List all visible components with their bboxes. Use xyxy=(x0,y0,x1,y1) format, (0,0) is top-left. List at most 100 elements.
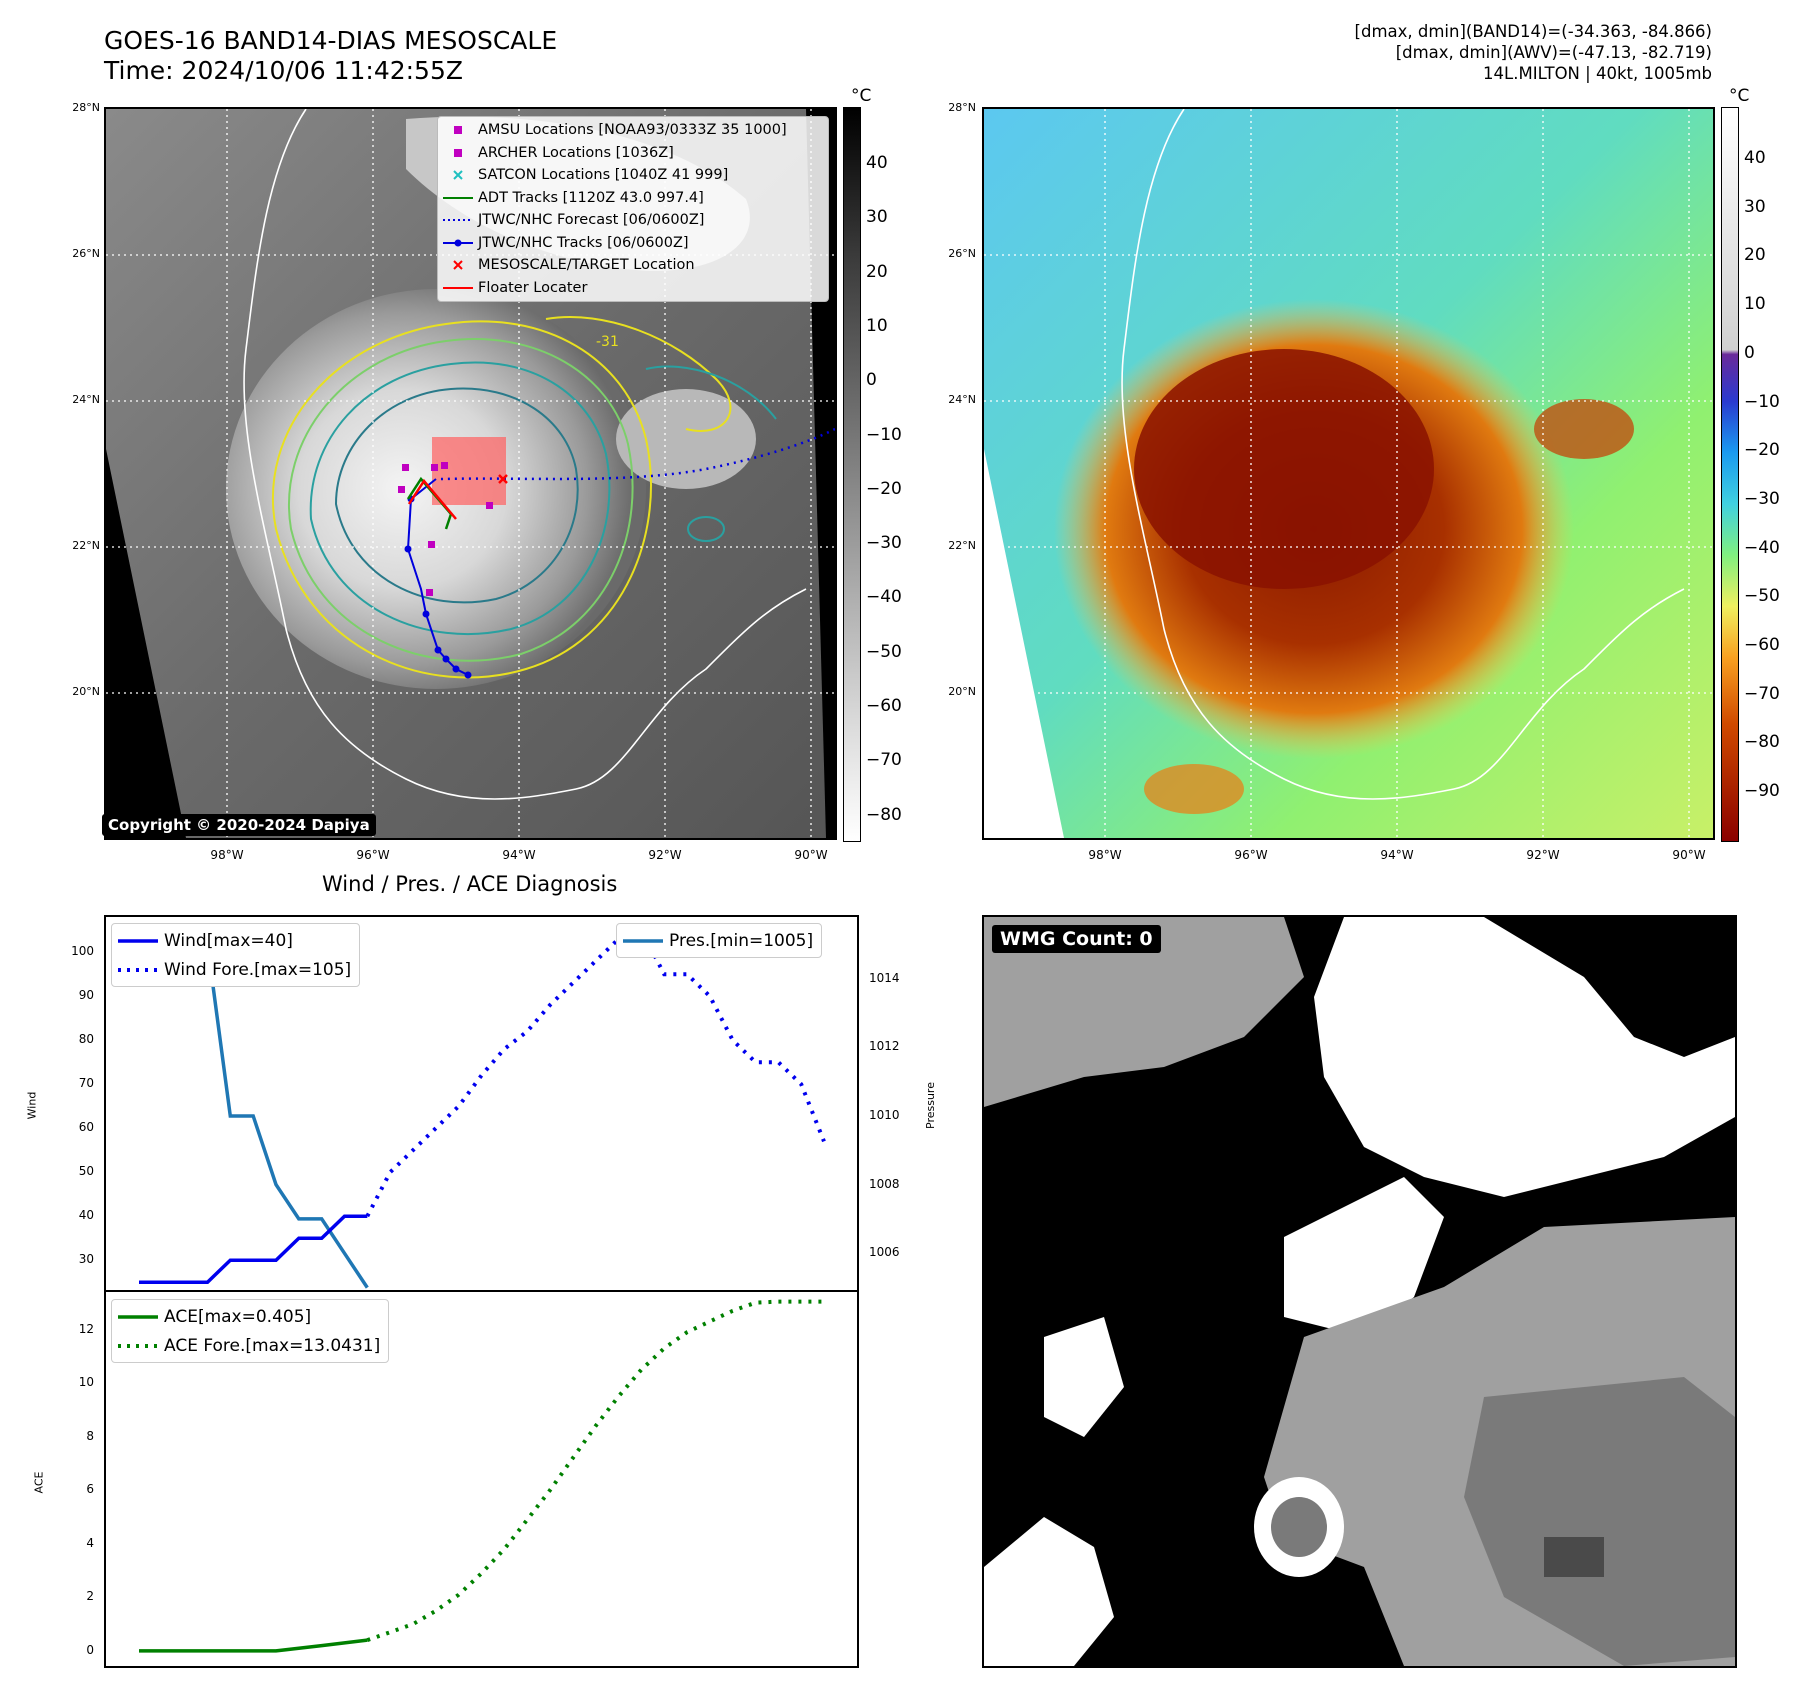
legend-label: ARCHER Locations [1036Z] xyxy=(478,144,674,161)
colorbar-tick-label: −40 xyxy=(1744,537,1780,558)
legend-amsu: AMSU Locations [NOAA93/0333Z 35 1000] xyxy=(438,119,828,142)
wind-dotted-icon xyxy=(112,967,164,973)
axis-tick-label: 10 xyxy=(78,1375,94,1390)
colorbar-tick-label: 30 xyxy=(866,207,888,228)
copyright-badge: Copyright © 2020-2024 Dapiya xyxy=(102,814,376,836)
lon-label: 92°W xyxy=(648,848,682,862)
band14-range: [dmax, dmin](BAND14)=(-34.363, -84.866) xyxy=(1354,22,1712,41)
lon-label: 96°W xyxy=(356,848,390,862)
wmg-ring-center xyxy=(1271,1497,1327,1557)
legend-tracks: JTWC/NHC Tracks [06/0600Z] xyxy=(438,232,828,255)
axis-tick-label: 60 xyxy=(78,1120,94,1135)
ace-line-icon xyxy=(112,1314,164,1320)
ir-colorbar-unit: °C xyxy=(851,86,872,106)
track-line-dot-icon xyxy=(438,239,478,247)
wv-south-blob xyxy=(1144,764,1244,814)
wv-east-blob xyxy=(1534,399,1634,459)
contour-arc-teal xyxy=(645,365,777,420)
axis-tick-label: 2 xyxy=(86,1589,94,1604)
ace-forecast-series xyxy=(366,1299,824,1642)
lon-label: 90°W xyxy=(794,848,828,862)
chart-title: GOES-16 BAND14-DIAS MESOSCALE xyxy=(104,26,558,55)
lon-label: 98°W xyxy=(210,848,244,862)
wmg-white-w xyxy=(1044,1317,1124,1437)
axis-tick-label: 1010 xyxy=(869,1108,900,1122)
wv-core xyxy=(1134,349,1434,589)
axis-tick-label: 40 xyxy=(78,1208,94,1223)
colorbar-tick-label: −50 xyxy=(1744,586,1780,607)
colorbar-tick-label: 0 xyxy=(866,370,877,391)
legend-label: JTWC/NHC Forecast [06/0600Z] xyxy=(478,212,705,229)
target-x-icon xyxy=(438,260,478,270)
satcon-icon xyxy=(438,170,478,180)
chart-time: Time: 2024/10/06 11:42:55Z xyxy=(104,56,463,85)
legend-label: Pres.[min=1005] xyxy=(669,930,814,951)
wv-map-panel xyxy=(982,107,1715,840)
wmg-white-mid xyxy=(1284,1177,1444,1337)
legend-floater: Floater Locater xyxy=(438,277,828,300)
legend-label: ACE[max=0.405] xyxy=(164,1306,312,1327)
lon-label: 92°W xyxy=(1526,848,1560,862)
lat-label: 26°N xyxy=(72,247,100,260)
axis-tick-label: 70 xyxy=(78,1076,94,1091)
lat-label: 26°N xyxy=(948,247,976,260)
legend-forecast: JTWC/NHC Forecast [06/0600Z] xyxy=(438,209,828,232)
contour-label: -31 xyxy=(596,334,619,350)
forecast-track xyxy=(440,427,835,481)
colorbar-tick-label: −20 xyxy=(866,478,902,499)
no-data-region xyxy=(106,449,186,838)
wv-colorbar xyxy=(1721,107,1739,842)
wind-series xyxy=(139,1214,368,1284)
colorbar-tick-label: 0 xyxy=(1744,342,1755,363)
legend-wind: Wind[max=40] xyxy=(112,926,359,955)
ace-series xyxy=(139,1638,368,1653)
lat-label: 28°N xyxy=(72,101,100,114)
legend-adt: ADT Tracks [1120Z 43.0 997.4] xyxy=(438,187,828,210)
colorbar-tick-label: −60 xyxy=(866,696,902,716)
coastline-ir xyxy=(243,109,807,800)
axis-tick-label: 12 xyxy=(78,1321,94,1336)
forecast-dotted-icon xyxy=(438,217,478,223)
wind-axis-label: Wind xyxy=(25,1091,39,1120)
contour-blob xyxy=(687,516,725,542)
axis-tick-label: 6 xyxy=(86,1482,94,1497)
axis-tick-label: 90 xyxy=(78,988,94,1003)
legend-pressure: Pres.[min=1005] xyxy=(617,926,821,955)
axis-tick-label: 1008 xyxy=(869,1176,900,1191)
diagnosis-title: Wind / Pres. / ACE Diagnosis xyxy=(322,872,618,896)
legend-label: MESOSCALE/TARGET Location xyxy=(478,257,695,274)
colorbar-tick-label: −10 xyxy=(866,424,902,445)
legend-satcon: SATCON Locations [1040Z 41 999] xyxy=(438,164,828,187)
axis-tick-label: 1014 xyxy=(869,970,900,985)
legend-label: ADT Tracks [1120Z 43.0 997.4] xyxy=(478,189,704,206)
axis-tick-label: 30 xyxy=(78,1252,94,1267)
contour-teal xyxy=(309,361,611,636)
axis-tick-label: 4 xyxy=(86,1535,94,1550)
colorbar-tick-label: −20 xyxy=(1744,440,1780,461)
colorbar-tick-label: 20 xyxy=(866,261,888,282)
ir-legend: AMSU Locations [NOAA93/0333Z 35 1000] AR… xyxy=(437,116,829,302)
ace-legend: ACE[max=0.405] ACE Fore.[max=13.0431] xyxy=(111,1299,390,1363)
legend-wind-forecast: Wind Fore.[max=105] xyxy=(112,955,359,984)
legend-label: ACE Fore.[max=13.0431] xyxy=(164,1335,381,1356)
legend-label: Wind Fore.[max=105] xyxy=(164,959,352,980)
colorbar-tick-label: 40 xyxy=(1744,148,1766,168)
axis-tick-label: 100 xyxy=(71,944,94,959)
lat-label: 22°N xyxy=(948,539,976,552)
lat-label: 20°N xyxy=(72,685,100,698)
amsu-icon xyxy=(438,125,478,135)
colorbar-tick-label: 10 xyxy=(1744,294,1766,315)
diagnosis-chart xyxy=(104,915,859,1668)
wind-line-icon xyxy=(112,938,164,944)
lon-label: 96°W xyxy=(1234,848,1268,862)
wmg-black-region xyxy=(1484,917,1735,1057)
lat-label: 22°N xyxy=(72,539,100,552)
target-location xyxy=(498,474,508,484)
wmg-image xyxy=(984,917,1735,1666)
wv-colorbar-unit: °C xyxy=(1729,86,1750,106)
pressure-axis-label: Pressure xyxy=(923,1082,937,1129)
colorbar-tick-label: 30 xyxy=(1744,196,1766,217)
lon-label: 94°W xyxy=(502,848,536,862)
colorbar-tick-label: −60 xyxy=(1744,635,1780,655)
east-cloud xyxy=(616,389,756,489)
